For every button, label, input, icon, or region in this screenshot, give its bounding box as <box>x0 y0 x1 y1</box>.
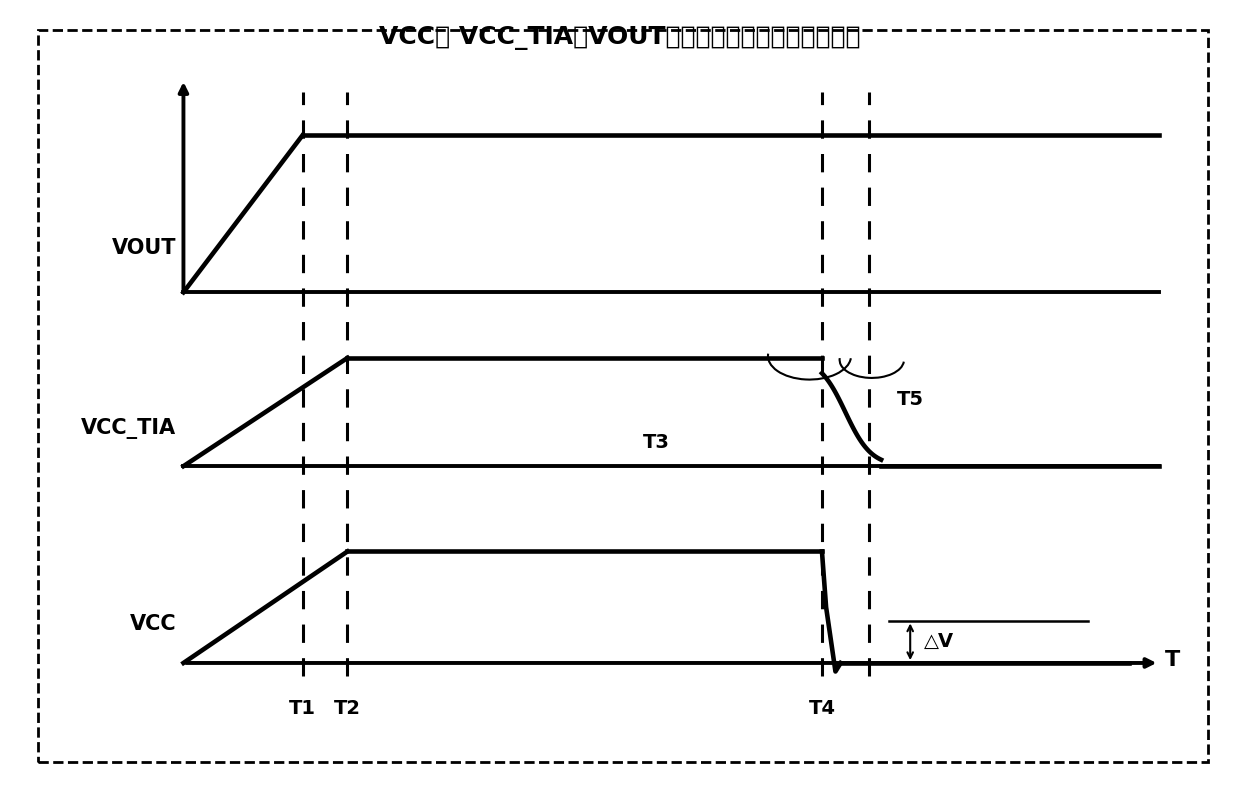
Text: VCC， VCC_TIA，VOUT电源的上电与推电时序示意图: VCC， VCC_TIA，VOUT电源的上电与推电时序示意图 <box>379 26 860 50</box>
Text: VOUT: VOUT <box>112 238 176 258</box>
Text: T: T <box>1165 649 1180 670</box>
Text: T4: T4 <box>809 699 835 718</box>
Text: T1: T1 <box>290 699 316 718</box>
Text: △V: △V <box>924 632 954 651</box>
Text: VCC_TIA: VCC_TIA <box>81 418 176 439</box>
Text: T3: T3 <box>642 433 669 452</box>
Text: T2: T2 <box>335 699 361 718</box>
Text: T5: T5 <box>897 389 924 408</box>
Text: VCC: VCC <box>130 614 176 634</box>
